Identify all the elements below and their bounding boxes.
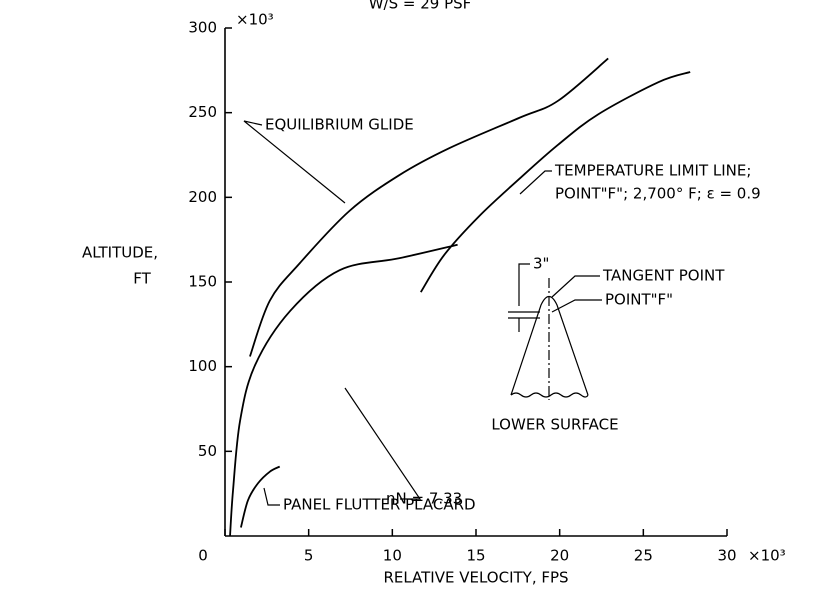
leader bbox=[551, 275, 600, 298]
x-multiplier: ×10³ bbox=[748, 547, 786, 565]
annotation: POINT"F" bbox=[605, 291, 673, 309]
series-line bbox=[420, 71, 691, 293]
y-tick-label: 250 bbox=[188, 103, 217, 121]
y-axis-label: FT bbox=[133, 270, 151, 288]
series-line bbox=[240, 465, 281, 528]
series-line bbox=[229, 243, 458, 537]
y-multiplier: ×10³ bbox=[236, 11, 274, 29]
y-tick-label: 100 bbox=[188, 357, 217, 375]
annotation: LOWER SURFACE bbox=[491, 416, 618, 434]
leader bbox=[519, 170, 552, 195]
dimension bbox=[518, 263, 530, 306]
x-tick-label: 30 bbox=[717, 547, 736, 565]
leader bbox=[263, 487, 280, 506]
series-label: EQUILIBRIUM GLIDE bbox=[265, 116, 414, 134]
series-label: TEMPERATURE LIMIT LINE; bbox=[554, 162, 751, 180]
x-tick-label: 20 bbox=[550, 547, 569, 565]
series-label: PANEL FLUTTER PLACARD bbox=[283, 496, 476, 514]
annotation: 3" bbox=[533, 255, 549, 273]
x-tick-label: 25 bbox=[634, 547, 653, 565]
x-tick-label: 0 bbox=[198, 547, 208, 565]
leader bbox=[551, 299, 602, 313]
annotation: POINT"F"; 2,700° F; ε = 0.9 bbox=[555, 185, 761, 203]
y-axis-label: ALTITUDE, bbox=[82, 244, 158, 262]
nose-base bbox=[510, 392, 589, 398]
leader bbox=[243, 120, 346, 204]
y-tick-label: 50 bbox=[198, 442, 217, 460]
x-tick-label: 5 bbox=[304, 547, 314, 565]
y-tick-label: 300 bbox=[188, 19, 217, 37]
x-tick-label: 10 bbox=[383, 547, 402, 565]
chart-title: W/S = 29 PSF bbox=[369, 0, 472, 13]
series-label: nN = 7.33 bbox=[386, 490, 462, 508]
y-tick-label: 200 bbox=[188, 188, 217, 206]
x-axis-label: RELATIVE VELOCITY, FPS bbox=[383, 569, 568, 587]
series-line bbox=[249, 57, 609, 357]
annotation: TANGENT POINT bbox=[602, 267, 725, 285]
y-tick-label: 150 bbox=[188, 273, 217, 291]
leader bbox=[344, 387, 422, 500]
x-tick-label: 15 bbox=[466, 547, 485, 565]
